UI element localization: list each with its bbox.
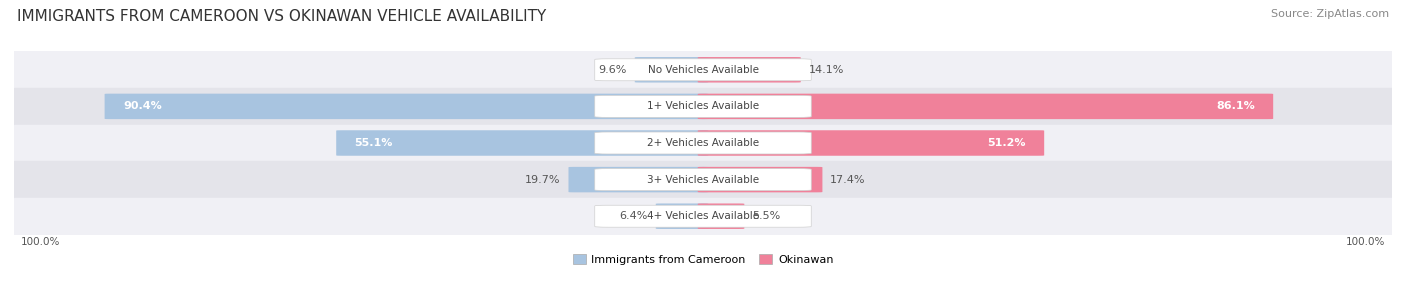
Text: 86.1%: 86.1% (1216, 102, 1254, 111)
FancyBboxPatch shape (104, 94, 709, 119)
Text: Source: ZipAtlas.com: Source: ZipAtlas.com (1271, 9, 1389, 19)
Text: 2+ Vehicles Available: 2+ Vehicles Available (647, 138, 759, 148)
Text: 9.6%: 9.6% (599, 65, 627, 75)
Text: 100.0%: 100.0% (21, 237, 60, 247)
FancyBboxPatch shape (697, 167, 823, 192)
Bar (14, 88, 1392, 125)
Text: 90.4%: 90.4% (122, 102, 162, 111)
Text: IMMIGRANTS FROM CAMEROON VS OKINAWAN VEHICLE AVAILABILITY: IMMIGRANTS FROM CAMEROON VS OKINAWAN VEH… (17, 9, 546, 23)
Text: 14.1%: 14.1% (808, 65, 844, 75)
Bar (14, 125, 1392, 161)
FancyBboxPatch shape (634, 57, 709, 83)
FancyBboxPatch shape (568, 167, 709, 192)
FancyBboxPatch shape (595, 96, 811, 117)
Text: 6.4%: 6.4% (620, 211, 648, 221)
FancyBboxPatch shape (595, 59, 811, 81)
FancyBboxPatch shape (595, 169, 811, 190)
Text: 1+ Vehicles Available: 1+ Vehicles Available (647, 102, 759, 111)
Text: 51.2%: 51.2% (987, 138, 1026, 148)
Text: 100.0%: 100.0% (1346, 237, 1385, 247)
FancyBboxPatch shape (595, 132, 811, 154)
Bar (14, 198, 1392, 235)
Text: 4+ Vehicles Available: 4+ Vehicles Available (647, 211, 759, 221)
FancyBboxPatch shape (697, 57, 801, 83)
FancyBboxPatch shape (595, 205, 811, 227)
FancyBboxPatch shape (697, 130, 1045, 156)
Text: 19.7%: 19.7% (524, 175, 561, 184)
FancyBboxPatch shape (697, 203, 744, 229)
Bar (14, 51, 1392, 88)
Text: 17.4%: 17.4% (831, 175, 866, 184)
Text: 5.5%: 5.5% (752, 211, 780, 221)
Bar (14, 161, 1392, 198)
Legend: Immigrants from Cameroon, Okinawan: Immigrants from Cameroon, Okinawan (568, 250, 838, 269)
Text: 3+ Vehicles Available: 3+ Vehicles Available (647, 175, 759, 184)
FancyBboxPatch shape (697, 94, 1274, 119)
FancyBboxPatch shape (336, 130, 709, 156)
Text: No Vehicles Available: No Vehicles Available (648, 65, 758, 75)
Text: 55.1%: 55.1% (354, 138, 392, 148)
FancyBboxPatch shape (655, 203, 709, 229)
